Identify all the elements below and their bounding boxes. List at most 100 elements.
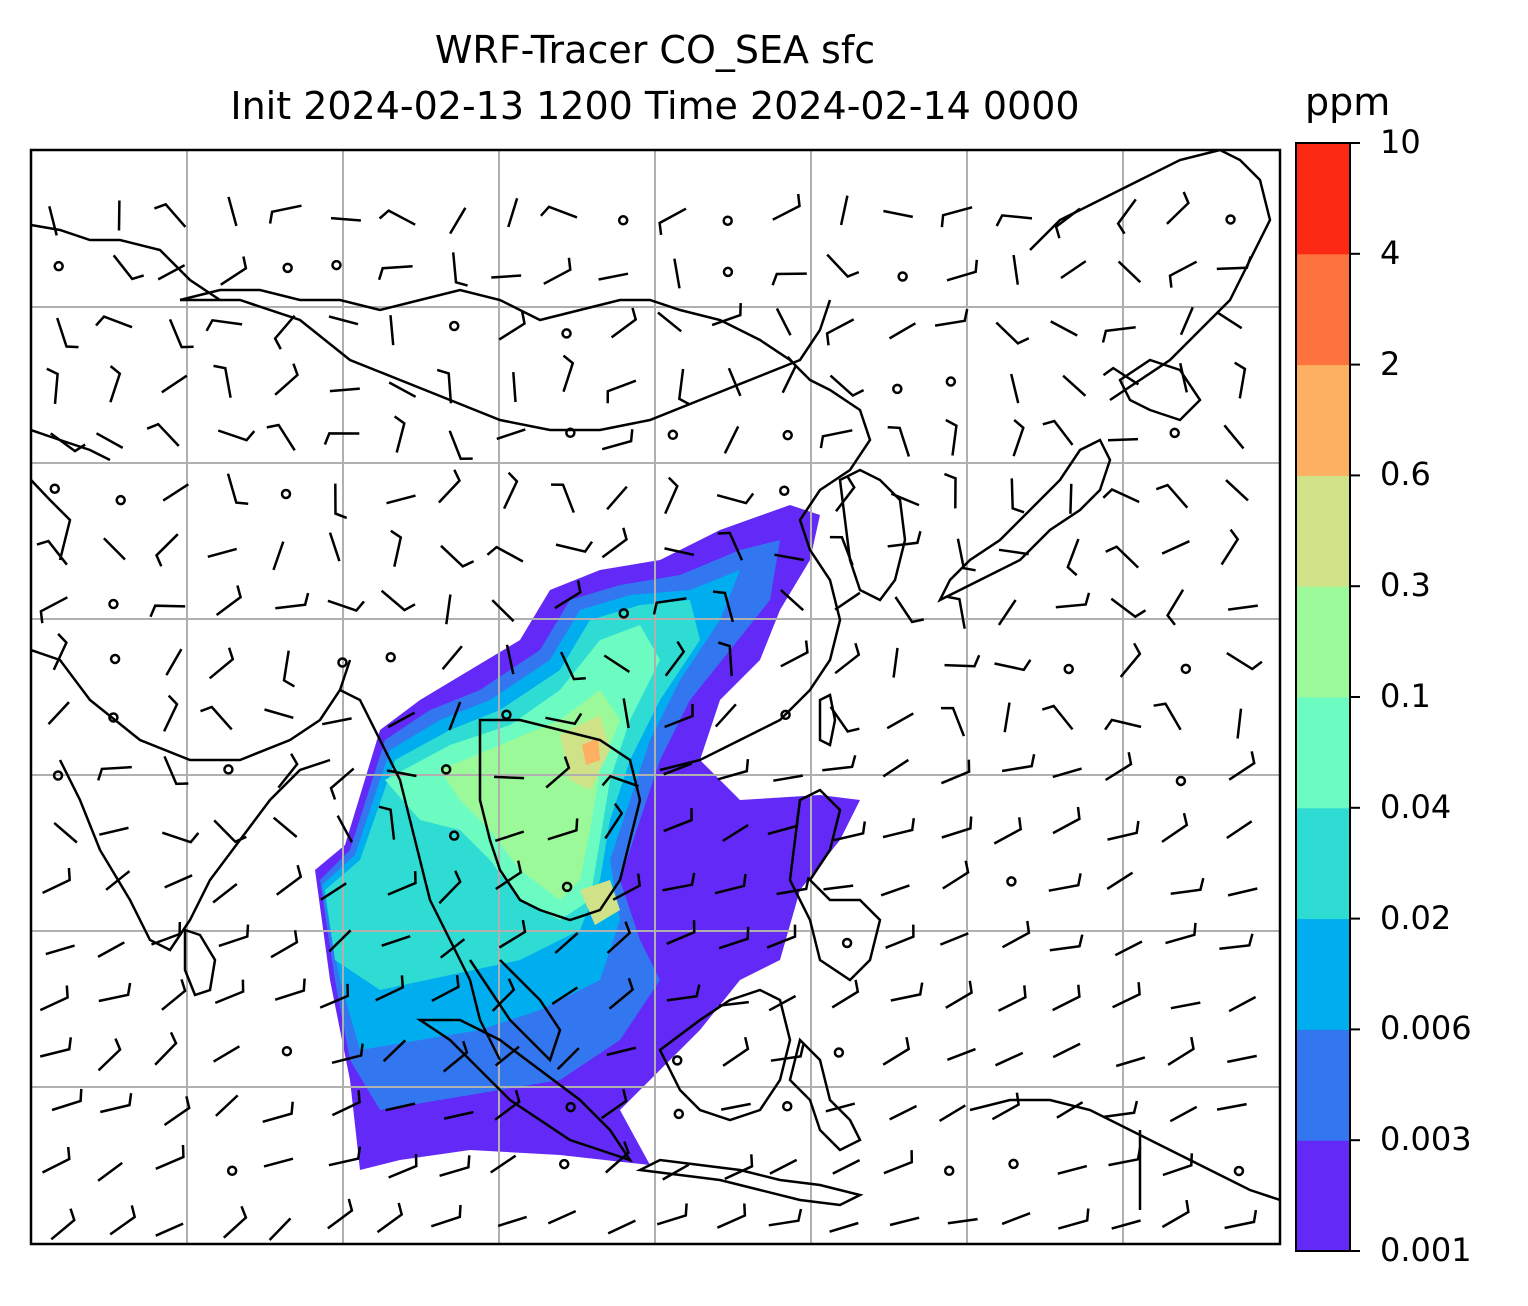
wind-barb	[1110, 597, 1147, 619]
wind-barb	[601, 774, 640, 788]
wind-barb	[716, 1203, 747, 1229]
wind-calm-marker	[673, 1108, 685, 1120]
wind-calm-marker	[558, 1158, 570, 1170]
colorbar-swatch	[1296, 1140, 1350, 1252]
wind-barb	[892, 647, 899, 678]
wind-barb	[507, 197, 519, 228]
wind-barb	[768, 1208, 803, 1227]
wind-barb	[1236, 708, 1243, 739]
wind-barb	[1104, 752, 1133, 782]
wind-barb	[1220, 528, 1240, 566]
wind-barb	[606, 485, 628, 511]
wind-calm-marker	[617, 215, 629, 226]
colorbar-unit: ppm	[1305, 80, 1391, 124]
wind-barb	[273, 314, 296, 350]
wind-barb	[1107, 437, 1139, 442]
coastline-west-asia	[31, 223, 221, 561]
wind-barb	[550, 483, 575, 514]
wind-barb	[766, 924, 797, 949]
wind-barb	[1155, 483, 1189, 509]
wind-barb	[1001, 1212, 1031, 1226]
wind-barb	[1012, 254, 1020, 285]
wind-barb	[1105, 545, 1140, 569]
wind-barb	[378, 805, 396, 840]
wind-calm-marker	[897, 271, 908, 282]
wind-barb	[264, 708, 294, 720]
wind-barb	[1001, 920, 1031, 949]
wind-barb	[387, 870, 417, 896]
coastline-sri-lanka	[183, 928, 217, 997]
wind-barb	[494, 775, 525, 780]
wind-barb	[1178, 362, 1189, 393]
wind-barb	[887, 530, 922, 548]
wind-barb	[321, 717, 352, 726]
wind-barb	[39, 985, 69, 1012]
wind-calm-marker	[841, 937, 853, 949]
coastline-russia-pacific	[1029, 150, 1272, 402]
wind-barb	[943, 472, 957, 509]
wind-barb	[385, 1102, 416, 1112]
wind-barb	[946, 259, 979, 282]
wind-barb	[390, 529, 403, 567]
wind-barb	[331, 1090, 361, 1117]
wind-barb	[448, 701, 462, 731]
wind-barb	[677, 368, 691, 406]
colorbar-swatch	[1296, 586, 1350, 698]
colorbar-swatch	[1296, 918, 1350, 1030]
tracer-level-0.3-south	[580, 880, 620, 925]
wind-barb	[555, 540, 594, 554]
wind-barb	[1102, 366, 1140, 386]
wind-barb	[1106, 871, 1134, 890]
wind-barb	[825, 318, 855, 346]
wind-barb	[436, 368, 453, 404]
wind-calm-marker	[501, 709, 512, 720]
wind-calm-marker	[565, 1101, 576, 1113]
wind-barb	[268, 204, 302, 224]
wind-barb	[1161, 812, 1189, 843]
wind-calm-marker	[618, 608, 630, 619]
wind-barb	[1060, 260, 1087, 280]
wind-barb	[98, 982, 132, 1003]
wind-barb	[146, 422, 180, 447]
wind-barb	[769, 1158, 798, 1175]
wind-barb	[112, 254, 145, 281]
wind-barb	[376, 1202, 404, 1234]
wind-barb	[1048, 873, 1082, 892]
wind-barb	[1153, 702, 1182, 731]
wind-barb	[1055, 592, 1091, 609]
wind-barb	[1179, 306, 1194, 336]
wind-barb	[664, 476, 679, 515]
wind-barb	[334, 483, 348, 520]
wind-barb	[388, 1153, 418, 1179]
wind-calm-marker	[223, 764, 234, 775]
map-subtitle: Init 2024-02-13 1200 Time 2024-02-14 000…	[230, 84, 1080, 128]
colorbar-tick-label: 0.04	[1380, 787, 1452, 826]
wind-barb	[1234, 361, 1247, 399]
wind-barb	[551, 986, 579, 1005]
wind-barb	[275, 864, 303, 896]
wind-barb	[1114, 940, 1143, 957]
wind-barb	[277, 753, 299, 789]
wind-barb	[162, 483, 189, 502]
wind-barb	[1162, 1153, 1194, 1177]
wind-barb	[1167, 1036, 1195, 1066]
wind-barb	[95, 432, 124, 449]
wind-barb	[149, 604, 186, 618]
wind-barb	[994, 1051, 1024, 1067]
wind-calm-marker	[280, 488, 292, 500]
wind-barb	[168, 318, 194, 349]
wind-barb	[1042, 419, 1074, 446]
wind-barb	[781, 356, 798, 394]
wind-barb	[320, 882, 347, 901]
wind-calm-marker	[448, 320, 460, 332]
wind-barb	[270, 930, 299, 959]
wind-barb	[720, 1102, 751, 1111]
wind-barb	[940, 759, 971, 785]
wind-barb	[329, 767, 355, 800]
colorbar	[1295, 142, 1360, 1252]
colorbar-tick-label: 10	[1380, 123, 1421, 161]
wind-barb	[717, 758, 750, 781]
wind-barb	[770, 1044, 805, 1062]
wind-barb	[155, 1144, 185, 1170]
wind-barb	[161, 374, 188, 394]
